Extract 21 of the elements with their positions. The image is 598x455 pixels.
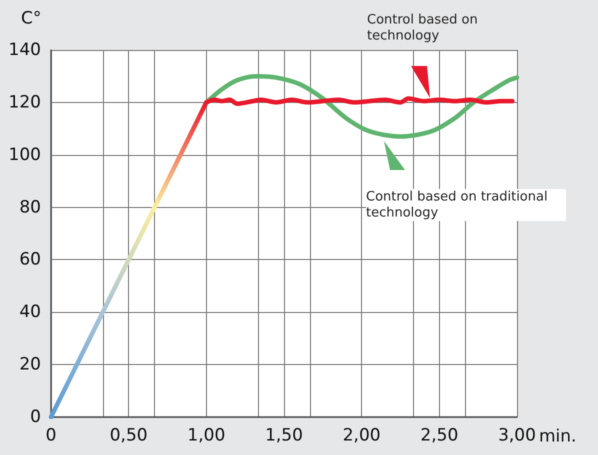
line-series bbox=[204, 74, 520, 139]
y-tick-label: 120 bbox=[8, 92, 41, 112]
line-series bbox=[48, 100, 209, 420]
y-tick-label: 80 bbox=[19, 197, 41, 218]
text: Control based on technology bbox=[367, 12, 482, 44]
y-tick-label: 140 bbox=[8, 40, 41, 60]
x-tick-label: 1,50 bbox=[265, 426, 303, 446]
x-tick-label: 0,50 bbox=[110, 426, 148, 446]
y-tick-label: 20 bbox=[19, 354, 41, 375]
x-axis-title: min. bbox=[539, 426, 576, 446]
x-tick-label: 0 bbox=[46, 426, 56, 446]
x-tick-label: 3,00 bbox=[498, 426, 536, 446]
y-tick-label: 100 bbox=[8, 144, 41, 165]
x-tick-label: 2,00 bbox=[342, 426, 381, 446]
x-tick-label: 1,00 bbox=[187, 426, 226, 446]
y-tick-label: 40 bbox=[19, 302, 41, 322]
annotation: Control based on traditional technology bbox=[366, 190, 552, 220]
y-tick-label: 0 bbox=[30, 407, 41, 427]
y-axis-title: C° bbox=[21, 8, 42, 28]
y-tick-label: 60 bbox=[19, 250, 41, 270]
x-tick-label: 2,50 bbox=[420, 426, 458, 446]
